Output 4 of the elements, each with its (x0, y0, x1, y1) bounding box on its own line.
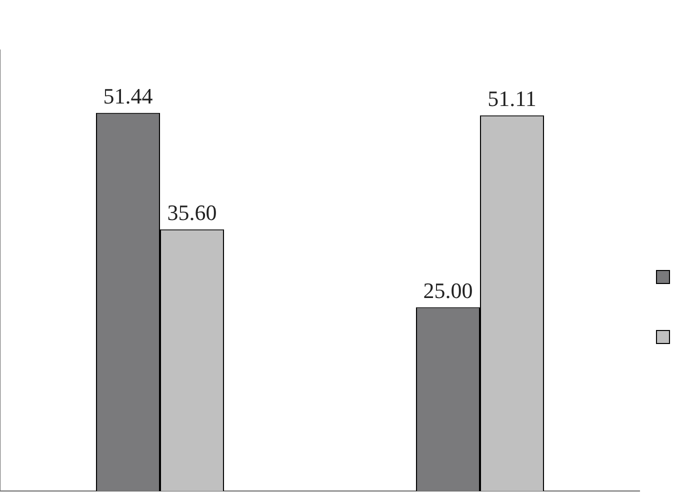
data-label: 35.60 (167, 200, 217, 226)
data-label: 51.44 (103, 84, 153, 109)
data-label: 25.00 (423, 278, 473, 304)
data-label: 51.11 (488, 86, 536, 112)
